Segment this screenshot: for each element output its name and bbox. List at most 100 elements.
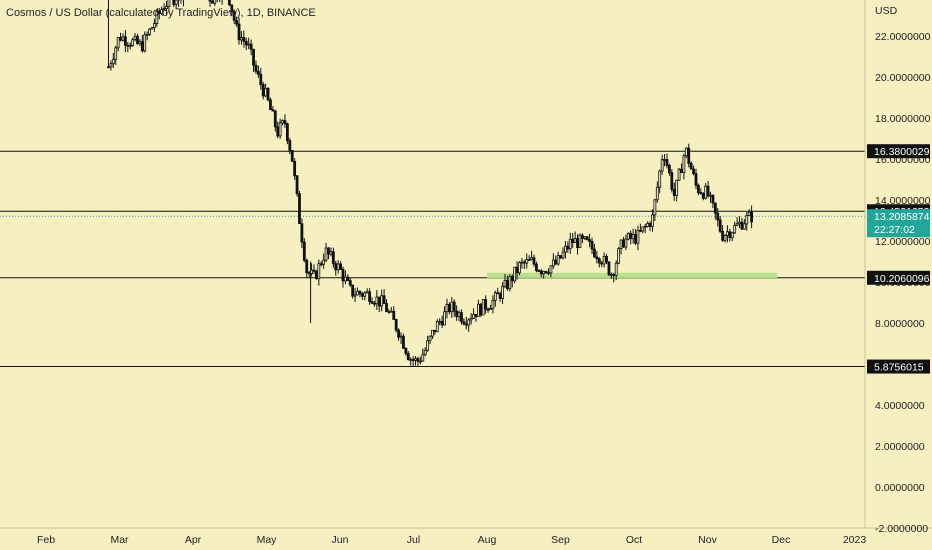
candle — [421, 348, 425, 362]
candle — [414, 356, 417, 366]
candle — [462, 318, 466, 326]
candle — [718, 216, 722, 233]
candle — [701, 192, 705, 201]
candle-body — [549, 265, 553, 274]
candle — [240, 31, 243, 45]
candle-body — [227, 0, 231, 6]
candle-body — [721, 230, 724, 241]
candle — [699, 188, 703, 195]
x-tick-label: Apr — [185, 534, 202, 546]
candle-body — [600, 262, 604, 265]
candle — [387, 308, 391, 314]
candle — [356, 287, 359, 296]
candle-body — [692, 168, 695, 175]
candle-body — [283, 120, 287, 125]
candle — [271, 105, 275, 112]
candle-body — [334, 263, 338, 271]
candle — [254, 60, 258, 75]
candle-body — [131, 39, 135, 46]
candle — [687, 143, 691, 168]
candle-body — [339, 263, 342, 270]
candle — [747, 209, 751, 217]
candle-body — [261, 84, 265, 97]
candle-body — [394, 319, 398, 331]
candle-body — [730, 232, 734, 239]
candle-body — [121, 36, 125, 41]
candle — [549, 265, 553, 278]
time-axis: Feb Mar Apr May Jun Jul Aug Sep Oct Nov Dec 2023 — [37, 534, 866, 546]
candle — [576, 233, 579, 255]
candle — [585, 235, 589, 241]
support-zone-rect[interactable] — [487, 272, 778, 278]
candle-body — [254, 64, 258, 72]
candle — [440, 315, 444, 328]
candle — [219, 0, 221, 3]
candle — [660, 154, 664, 175]
candle — [730, 231, 734, 242]
candle-body — [634, 233, 637, 244]
candle — [136, 33, 139, 45]
candle — [530, 250, 533, 261]
candle — [663, 153, 666, 167]
candle — [544, 270, 548, 274]
candle-body — [360, 293, 364, 297]
candle-body — [414, 358, 417, 361]
candle — [580, 233, 584, 244]
x-tick-label: Nov — [698, 534, 717, 546]
candle — [573, 231, 577, 244]
candle-body — [568, 238, 572, 250]
candle-body — [373, 302, 376, 305]
candle-body — [148, 28, 151, 35]
candle — [155, 8, 159, 27]
candle — [740, 217, 744, 230]
candle-body — [351, 284, 355, 297]
candle-body — [508, 276, 512, 290]
candle — [638, 223, 642, 233]
candle-body — [460, 312, 463, 323]
candle — [237, 17, 241, 45]
candle — [658, 169, 662, 194]
candle-body — [733, 224, 737, 234]
candle-body — [290, 150, 294, 162]
candle — [385, 299, 388, 313]
candle-body — [155, 10, 159, 24]
candle-body — [244, 40, 248, 46]
candle — [339, 261, 342, 270]
candle-body — [172, 0, 176, 5]
candle — [713, 202, 717, 220]
candle — [600, 260, 604, 268]
candle — [278, 118, 282, 139]
candle-body — [694, 173, 698, 186]
candle-body — [346, 276, 350, 281]
candle — [298, 190, 301, 225]
candle — [281, 119, 284, 126]
candle-body — [319, 263, 323, 266]
candle — [221, 0, 223, 5]
candle — [583, 236, 587, 240]
candle-body — [472, 313, 475, 319]
candle — [716, 208, 720, 227]
candle — [655, 181, 659, 203]
candle — [554, 255, 558, 266]
y-tick-label: 18.0000000 — [875, 113, 931, 125]
candle-body — [469, 317, 473, 321]
candle-body — [491, 299, 495, 309]
candle-body — [230, 4, 234, 13]
candle — [324, 242, 328, 263]
price-tags: 16.380002913.452125310.20600965.87560151… — [867, 144, 930, 374]
candle-body — [629, 233, 633, 240]
candle-body — [143, 34, 147, 52]
candle-body — [467, 319, 471, 326]
y-tick-label: 20.0000000 — [875, 72, 931, 84]
candle-body — [406, 352, 410, 361]
candle-body — [375, 296, 379, 305]
candle-body — [249, 43, 253, 50]
candle-body — [312, 269, 316, 272]
candle-body — [145, 33, 149, 36]
candle-body — [750, 211, 753, 223]
candle — [706, 181, 710, 198]
candle — [619, 239, 623, 255]
candle — [302, 238, 306, 263]
candle — [510, 274, 514, 288]
